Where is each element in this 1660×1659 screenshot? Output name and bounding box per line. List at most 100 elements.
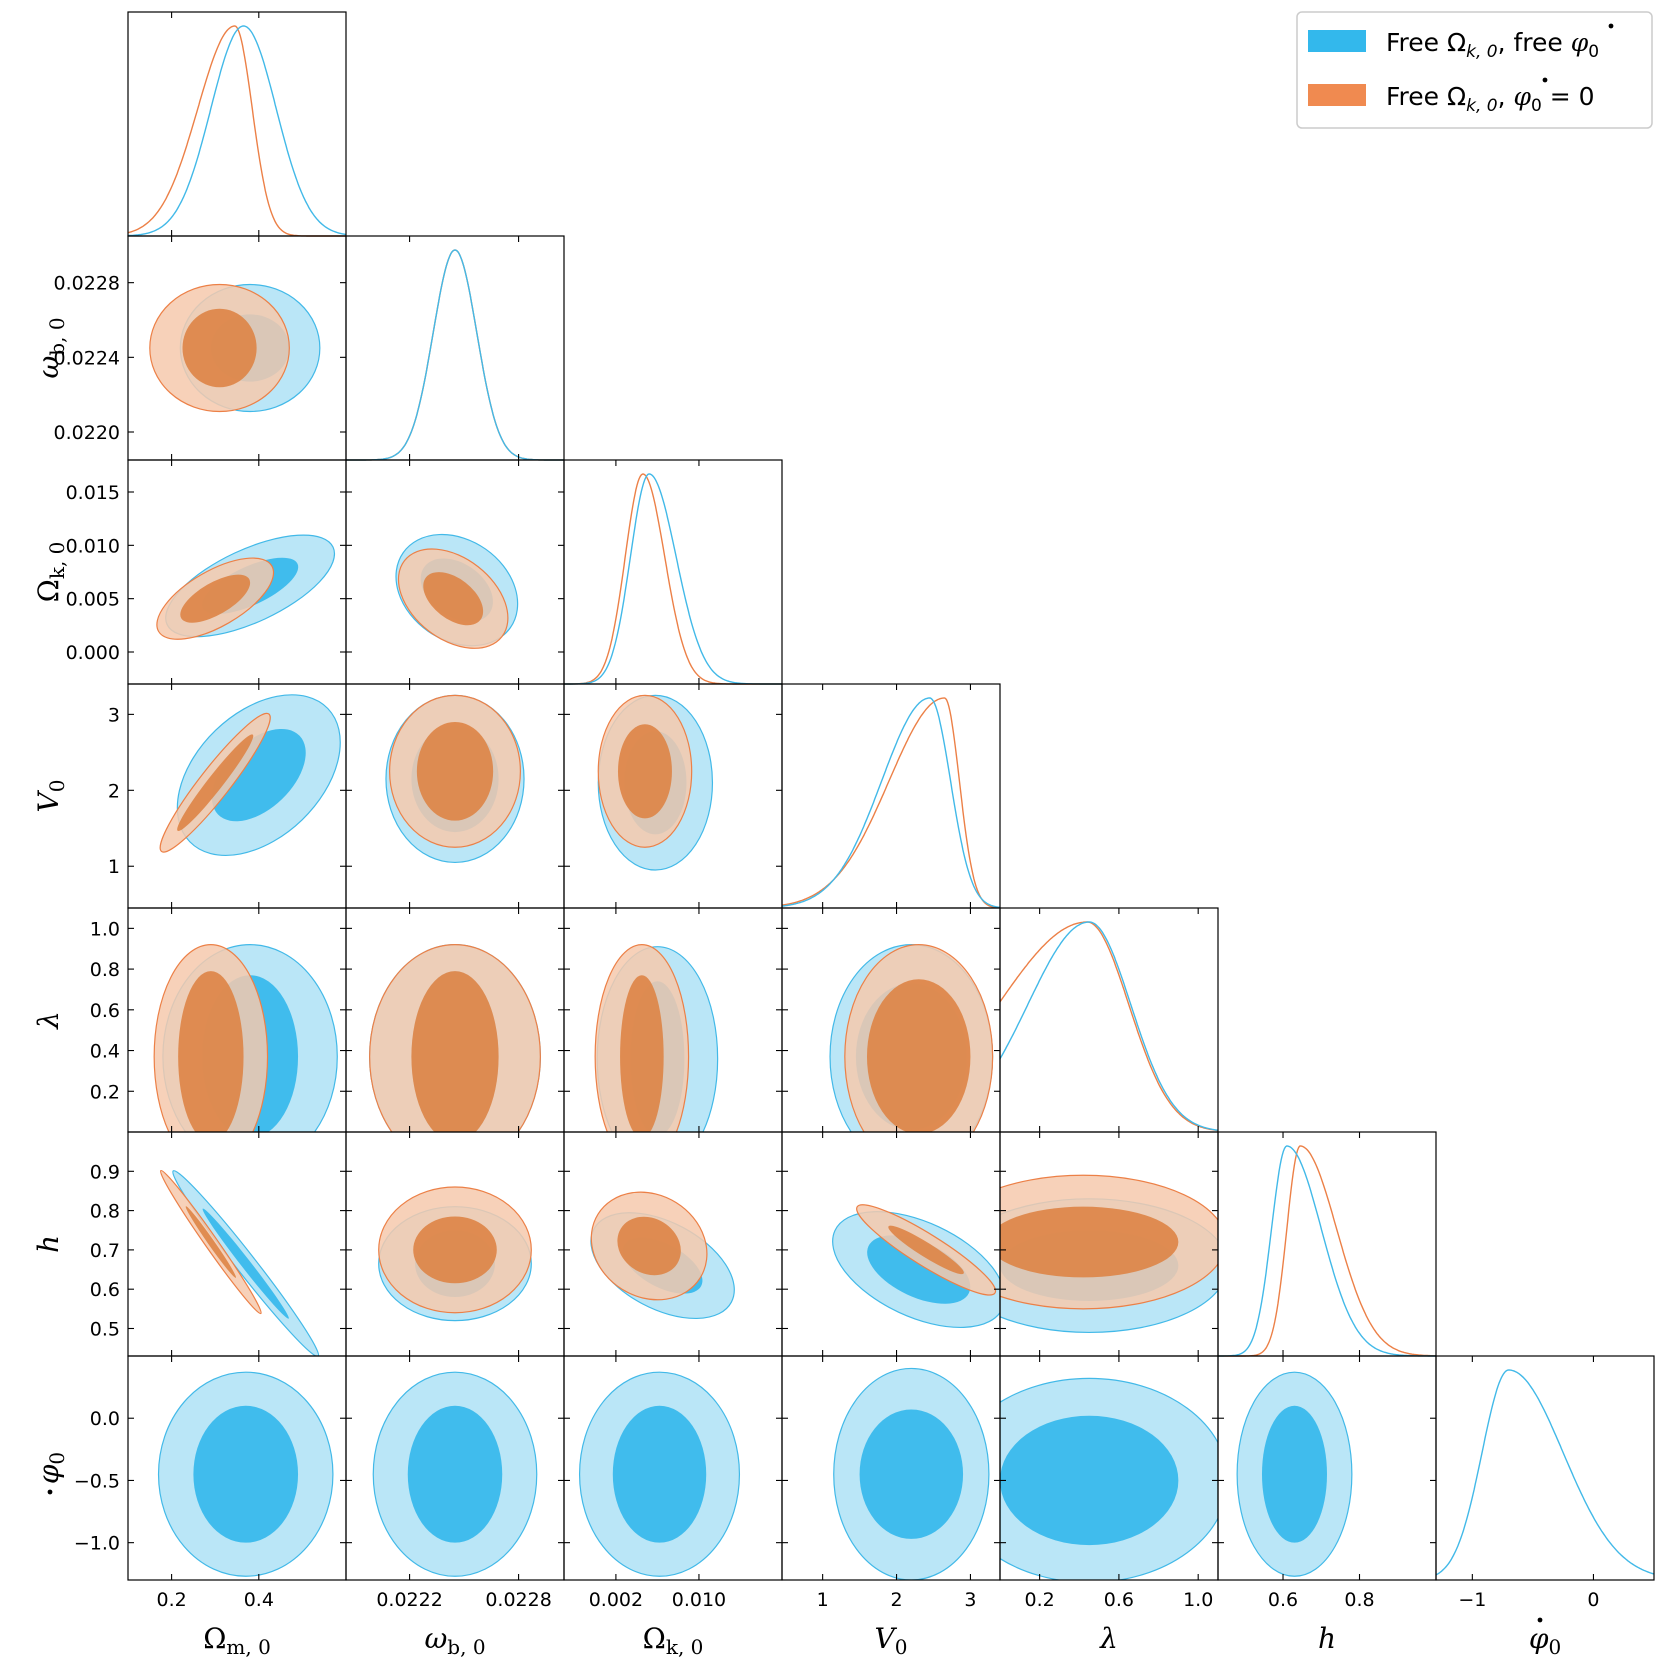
contour-panel-6-5	[1236, 1371, 1353, 1577]
y-axis-label: V0	[32, 780, 69, 813]
contour-panel-4-1	[369, 944, 541, 1132]
x-tick-label: 0.6	[1268, 1589, 1298, 1611]
x-axis-label: h	[1318, 1622, 1336, 1655]
marginal-blue-1	[346, 249, 564, 461]
x-axis-label: λ	[1099, 1622, 1118, 1655]
panel-frame-5-5	[1217, 1131, 1437, 1357]
y-tick-label: 0.4	[90, 1041, 120, 1063]
contour-panel-3-0	[159, 694, 341, 857]
contour-blue-inner	[407, 1405, 503, 1543]
y-tick-label: 0.8	[90, 1201, 120, 1223]
marginal-blue-6	[1435, 1369, 1655, 1576]
marginal-orange-1	[346, 249, 564, 461]
contour-panel-3-1	[385, 694, 525, 864]
x-axis-label: ωb, 0	[424, 1622, 485, 1659]
contour-orange-inner	[866, 979, 971, 1132]
x-tick-label: 1.0	[1183, 1589, 1213, 1611]
legend: Free Ωk, 0, free φ0 Free Ωk, 0, φ0 = 0	[1296, 11, 1653, 129]
marginal-blue-4	[999, 921, 1219, 1131]
contour-orange-inner	[182, 308, 257, 388]
contour-blue-inner	[1000, 1415, 1179, 1546]
x-tick-label: 0.6	[1104, 1589, 1134, 1611]
x-tick-label: 2	[890, 1589, 902, 1611]
contour-orange-inner	[888, 1225, 964, 1275]
dot-accent	[47, 1489, 53, 1495]
contour-panel-4-3	[829, 944, 994, 1132]
marginal-blue-3	[781, 697, 1001, 908]
y-tick-label: 0.0	[90, 1408, 120, 1430]
legend-entry: Free Ωk, 0, free φ0	[1386, 28, 1599, 62]
contour-orange-inner	[617, 724, 672, 819]
contour-orange-inner	[178, 971, 244, 1132]
x-tick-label: 0.0228	[485, 1589, 551, 1611]
y-tick-label: 0.010	[66, 535, 120, 557]
y-tick-label: 1.0	[90, 918, 120, 940]
contour-orange-inner	[177, 734, 254, 832]
contour-orange-inner	[411, 971, 499, 1132]
contour-orange-inner	[620, 975, 664, 1132]
legend-swatch	[1308, 30, 1366, 52]
y-axis-label: φ0	[32, 1452, 69, 1484]
legend-entry: Free Ωk, 0, φ0 = 0	[1386, 82, 1595, 116]
y-axis-label: λ	[32, 1011, 65, 1030]
contour-panel-6-1	[372, 1371, 538, 1577]
y-tick-label: 3	[108, 704, 120, 726]
legend-dot-accent	[1608, 23, 1614, 29]
contour-orange-inner	[416, 721, 494, 821]
contour-orange-inner	[180, 574, 251, 623]
y-tick-label: 0.2	[90, 1081, 120, 1103]
x-tick-label: 0.0222	[376, 1589, 442, 1611]
panel-frame-3-3	[781, 683, 1001, 909]
contour-panel-6-3	[833, 1367, 990, 1580]
panel-frame-6-6	[1435, 1355, 1655, 1581]
contour-blue-inner	[612, 1405, 707, 1543]
contour-blue-inner	[202, 1208, 289, 1319]
x-tick-label: 3	[964, 1589, 976, 1611]
marginal-blue-2	[564, 473, 782, 685]
y-tick-label: 0.8	[90, 959, 120, 981]
x-tick-label: 0.2	[1025, 1589, 1055, 1611]
y-tick-label: 0.9	[90, 1161, 120, 1183]
y-axis-label: ωb, 0	[32, 317, 69, 378]
legend-dot-accent	[1542, 77, 1548, 83]
y-axis-label: h	[32, 1235, 65, 1253]
contour-orange-inner	[413, 1216, 497, 1284]
x-tick-label: 0.002	[589, 1589, 643, 1611]
contour-orange-inner	[185, 1206, 236, 1278]
y-tick-label: 0.000	[66, 642, 120, 664]
x-axis-label: φ0	[1529, 1622, 1561, 1659]
contour-panel-6-2	[578, 1371, 741, 1577]
marginal-orange-4	[999, 921, 1219, 1132]
contour-blue-inner	[193, 1405, 299, 1543]
x-tick-label: 1	[817, 1589, 829, 1611]
contour-orange-inner	[617, 1216, 681, 1276]
legend-box	[1296, 11, 1653, 129]
contour-panel-5-4	[1000, 1174, 1218, 1334]
y-tick-label: 0.0224	[54, 347, 120, 369]
y-tick-label: 0.5	[90, 1318, 120, 1340]
contour-panel-6-4	[1000, 1377, 1218, 1580]
contour-blue-inner	[859, 1409, 964, 1539]
x-axis-label: Ωk, 0	[643, 1622, 704, 1659]
contour-panel-2-1	[395, 533, 519, 649]
contour-orange-inner	[423, 572, 484, 626]
x-tick-label: 0	[1587, 1589, 1599, 1611]
contour-panel-5-3	[832, 1204, 1000, 1329]
contour-blue-inner	[1261, 1405, 1327, 1543]
panel-frame-2-2	[563, 459, 783, 685]
marginal-blue-0	[127, 25, 347, 237]
y-tick-label: 0.0220	[54, 422, 120, 444]
legend-swatch	[1308, 84, 1366, 106]
y-axis-label: Ωk, 0	[32, 542, 69, 603]
contour-panel-3-2	[597, 694, 714, 871]
x-tick-label: 0.010	[672, 1589, 726, 1611]
x-tick-label: 0.8	[1344, 1589, 1374, 1611]
x-axis-label: Ωm, 0	[203, 1622, 271, 1659]
panel-grid: 0.2 0.4 0.0222 0.0228 0.002 0.010 1 2 3 0.2 0.6 1.0…	[32, 11, 1655, 1659]
marginal-orange-2	[564, 473, 782, 685]
y-tick-label: 0.6	[90, 1279, 120, 1301]
contour-panel-5-2	[590, 1191, 735, 1320]
marginal-orange-0	[127, 25, 346, 237]
panel-frame-0-0	[127, 11, 347, 237]
